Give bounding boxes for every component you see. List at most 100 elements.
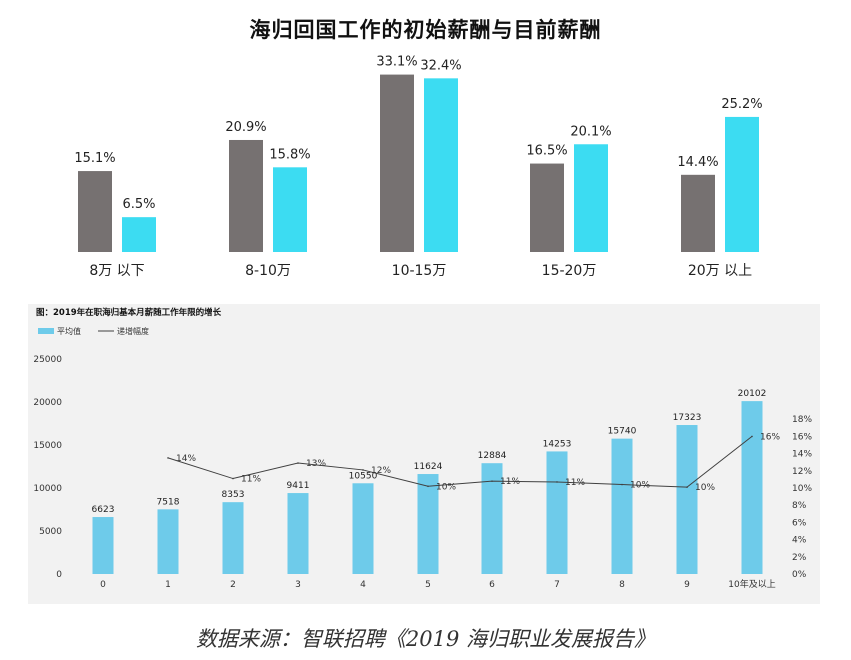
bar-1-1 bbox=[273, 167, 307, 252]
growth-point-6 bbox=[556, 481, 558, 483]
bar-0-1 bbox=[122, 217, 156, 252]
data-label-4-0: 14.4% bbox=[677, 155, 718, 170]
growth-point-3 bbox=[362, 469, 364, 471]
growth-point-8 bbox=[686, 486, 688, 488]
x-tick-label-10: 10年及以上 bbox=[728, 578, 775, 590]
salary-bar-6 bbox=[481, 463, 503, 574]
growth-line bbox=[167, 436, 753, 488]
y-left-tick-0: 0 bbox=[56, 570, 62, 580]
x-tick-label-4: 4 bbox=[360, 580, 366, 590]
data-label-1-1: 15.8% bbox=[269, 147, 310, 162]
bar-2-0 bbox=[380, 74, 414, 252]
y-right-tick-5: 10% bbox=[792, 484, 812, 494]
salary-bar-10 bbox=[741, 401, 763, 574]
y-right-tick-8: 16% bbox=[792, 432, 812, 442]
salary-bar-label-9: 17323 bbox=[673, 413, 702, 423]
salary-bar-label-3: 9411 bbox=[287, 481, 310, 491]
data-label-3-1: 20.1% bbox=[570, 124, 611, 139]
data-label-4-1: 25.2% bbox=[721, 97, 762, 112]
salary-bar-label-2: 8353 bbox=[222, 490, 245, 500]
growth-label-2: 13% bbox=[306, 459, 326, 469]
x-tick-label-9: 9 bbox=[684, 580, 690, 590]
legend-label-line: 递增幅度 bbox=[117, 326, 149, 336]
data-label-0-1: 6.5% bbox=[122, 197, 155, 212]
growth-point-2 bbox=[297, 462, 299, 464]
salary-bar-1 bbox=[157, 509, 179, 574]
y-left-tick-3: 15000 bbox=[33, 441, 62, 451]
bar-4-1 bbox=[725, 116, 759, 252]
bar-3-1 bbox=[574, 144, 608, 252]
x-tick-label-3: 3 bbox=[295, 580, 301, 590]
x-tick-label-5: 5 bbox=[425, 580, 431, 590]
growth-label-8: 10% bbox=[695, 483, 715, 493]
bar-0-0 bbox=[78, 171, 112, 252]
salary-bar-label-7: 14253 bbox=[543, 439, 572, 449]
salary-bar-label-10: 20102 bbox=[738, 389, 767, 399]
growth-label-9: 16% bbox=[760, 432, 780, 442]
salary-bar-8 bbox=[611, 438, 633, 574]
source-note: 数据来源：智联招聘《2019 海归职业发展报告》 bbox=[195, 627, 656, 651]
salary-bar-9 bbox=[676, 425, 698, 574]
y-right-tick-4: 8% bbox=[792, 501, 807, 511]
y-right-tick-9: 18% bbox=[792, 415, 812, 425]
y-right-tick-0: 0% bbox=[792, 570, 807, 580]
data-label-2-0: 33.1% bbox=[376, 55, 417, 70]
salary-bar-5 bbox=[417, 474, 439, 574]
data-label-1-0: 20.9% bbox=[225, 120, 266, 135]
salary-bar-label-8: 15740 bbox=[608, 427, 637, 437]
growth-point-4 bbox=[427, 485, 429, 488]
bar-2-1 bbox=[424, 78, 458, 252]
salary-bar-label-6: 12884 bbox=[478, 451, 507, 461]
growth-point-5 bbox=[491, 480, 493, 482]
bar-1-0 bbox=[229, 139, 263, 252]
bar-4-0 bbox=[681, 174, 715, 252]
salary-bar-7 bbox=[546, 451, 568, 574]
salary-bar-label-5: 11624 bbox=[414, 462, 443, 472]
salary-bar-chart: 15.1% 6.5% 8万 以下 20.9%15.8% 8-10万 33.1% 32.4% 1… bbox=[74, 55, 762, 279]
growth-label-3: 12% bbox=[371, 466, 391, 476]
growth-label-5: 11% bbox=[500, 477, 520, 487]
x-tick-label-0: 8万 以下 bbox=[89, 263, 144, 279]
x-tick-label-2: 2 bbox=[230, 580, 236, 590]
growth-label-6: 11% bbox=[565, 478, 585, 488]
bar-3-0 bbox=[530, 163, 564, 252]
y-left-tick-5: 25000 bbox=[33, 355, 62, 365]
salary-bar-label-1: 7518 bbox=[157, 497, 180, 507]
growth-label-7: 10% bbox=[630, 481, 650, 491]
y-right-tick-7: 14% bbox=[792, 450, 812, 460]
growth-point-9 bbox=[751, 435, 753, 438]
x-tick-label-6: 6 bbox=[489, 580, 495, 590]
monthly-salary-combo-chart: 平均值 递增幅度 0 5000 10000 15000 20000 25000 0% 2% 4% 6%… bbox=[33, 326, 812, 590]
salary-bar-0 bbox=[92, 517, 114, 574]
salary-bar-2 bbox=[222, 502, 244, 574]
salary-bar-label-0: 6623 bbox=[92, 505, 115, 515]
growth-label-0: 14% bbox=[176, 454, 196, 464]
x-tick-label-7: 7 bbox=[554, 580, 560, 590]
x-tick-label-0: 0 bbox=[100, 580, 106, 590]
x-tick-label-1: 1 bbox=[165, 580, 171, 590]
chart2-title: 图：2019年在职海归基本月薪随工作年限的增长 bbox=[36, 308, 222, 318]
salary-bar-4 bbox=[352, 483, 374, 574]
x-tick-label-1: 8-10万 bbox=[245, 263, 291, 279]
salary-bar-3 bbox=[287, 493, 309, 574]
data-label-3-0: 16.5% bbox=[526, 144, 567, 159]
y-left-tick-1: 5000 bbox=[39, 527, 62, 537]
salary-bar-label-4: 10550 bbox=[349, 471, 378, 481]
legend-swatch-bar bbox=[38, 328, 54, 334]
growth-label-4: 10% bbox=[436, 482, 456, 492]
y-left-tick-2: 10000 bbox=[33, 484, 62, 494]
y-right-tick-1: 2% bbox=[792, 553, 807, 563]
x-tick-label-8: 8 bbox=[619, 580, 625, 590]
y-right-tick-3: 6% bbox=[792, 518, 807, 528]
growth-point-1 bbox=[232, 477, 234, 480]
growth-point-7 bbox=[621, 483, 623, 486]
growth-point-0 bbox=[167, 457, 169, 459]
legend-label-bar: 平均值 bbox=[57, 326, 81, 336]
y-right-tick-6: 12% bbox=[792, 467, 812, 477]
x-tick-label-3: 15-20万 bbox=[542, 263, 597, 279]
x-tick-label-4: 20万 以上 bbox=[688, 263, 752, 279]
y-right-tick-2: 4% bbox=[792, 536, 807, 546]
x-tick-label-2: 10-15万 bbox=[392, 263, 447, 279]
data-label-0-0: 15.1% bbox=[74, 151, 115, 166]
data-label-2-1: 32.4% bbox=[420, 58, 461, 73]
